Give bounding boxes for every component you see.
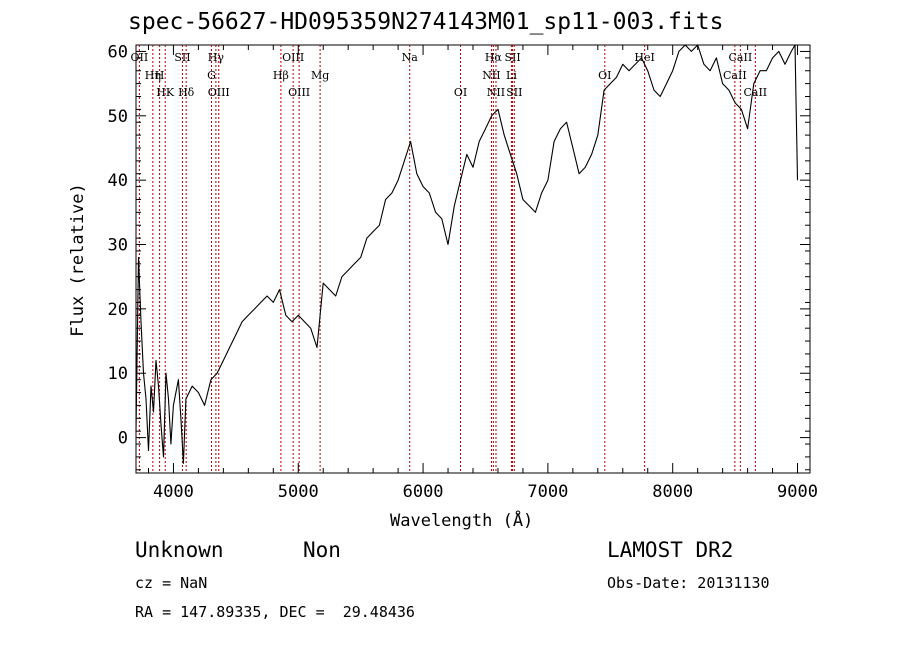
line-label: OII [131, 51, 149, 64]
line-label: NII [482, 69, 500, 82]
x-tick-label: 9000 [777, 482, 818, 502]
line-label: OI [598, 69, 611, 82]
obs-date: Obs-Date: 20131130 [607, 574, 770, 592]
line-label: HK [156, 86, 175, 99]
x-tick-label: 4000 [153, 482, 194, 502]
y-tick-label: 0 [118, 429, 128, 449]
line-label: SII [506, 86, 522, 99]
plot-frame [135, 44, 811, 474]
line-label: SII [174, 51, 190, 64]
cz-value: cz = NaN [135, 574, 208, 592]
x-tick-label: 5000 [278, 482, 319, 502]
x-tick-label: 6000 [403, 482, 444, 502]
line-label: G [207, 69, 216, 82]
x-tick-label: 8000 [652, 482, 693, 502]
y-tick-label: 50 [108, 107, 128, 127]
flux-line [135, 44, 799, 464]
chart-title: spec-56627-HD095359N274143M01_sp11-003.f… [128, 9, 724, 35]
line-label: CaII [743, 86, 767, 99]
object-subclass: Non [303, 538, 341, 562]
y-axis-label: Flux (relative) [68, 183, 88, 337]
line-label: CaII [723, 69, 747, 82]
line-label: HeI [634, 51, 654, 64]
line-label: Hδ [178, 86, 195, 99]
ra-dec: RA = 147.89335, DEC = 29.48436 [135, 603, 415, 621]
y-tick-label: 40 [108, 171, 128, 191]
x-tick-label: 7000 [527, 482, 568, 502]
line-label: SII [504, 51, 520, 64]
line-label: Hα [485, 51, 503, 64]
line-label: Mg [311, 69, 329, 82]
y-tick-label: 10 [108, 364, 128, 384]
line-label: NII [487, 86, 505, 99]
line-label: Hγ [208, 51, 225, 64]
x-axis-label: Wavelength (Å) [390, 511, 534, 531]
axis-ticks: 4000 5000 6000 7000 8000 9000 0 10 20 30 40 50 60 [108, 42, 818, 502]
y-tick-label: 30 [108, 236, 128, 256]
line-label: OI [454, 86, 467, 99]
line-label: Li [506, 69, 517, 82]
line-label: CaII [729, 51, 753, 64]
line-label: Hβ [273, 69, 289, 82]
survey-name: LAMOST DR2 [607, 538, 734, 562]
object-class: Unknown [135, 538, 224, 562]
line-label: Hη [145, 69, 161, 82]
flux-series [135, 44, 799, 464]
line-label: OIII [208, 86, 230, 99]
line-label: OIII [282, 51, 304, 64]
y-tick-label: 20 [108, 300, 128, 320]
y-tick-label: 60 [108, 42, 128, 62]
line-label: H [155, 69, 165, 82]
line-markers [138, 45, 756, 473]
line-label: Na [402, 51, 419, 64]
line-label: OIII [288, 86, 310, 99]
